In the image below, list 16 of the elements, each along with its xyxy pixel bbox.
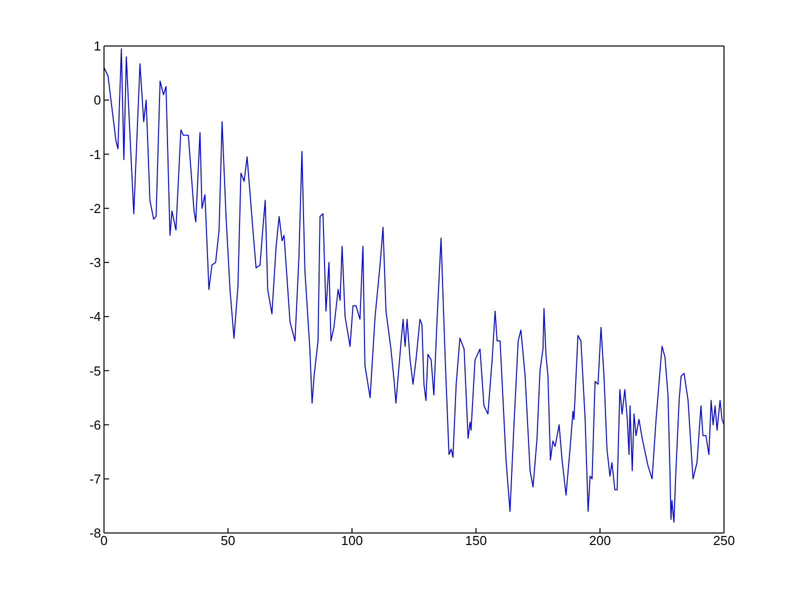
y-tick-label: -1	[89, 146, 101, 162]
x-tick-label: 150	[465, 533, 487, 548]
x-tick-label: 250	[713, 533, 735, 548]
x-tick-label: 50	[220, 533, 236, 548]
y-tick-label: -4	[89, 309, 101, 324]
y-tick-label: -8	[89, 526, 101, 541]
y-tick-label: -3	[89, 255, 101, 270]
y-tick-label: 0	[94, 92, 101, 108]
y-tick-label: -7	[89, 472, 101, 487]
y-tick-label: 1	[94, 38, 101, 54]
line-series	[104, 48, 724, 523]
x-tick-label: 100	[341, 533, 363, 548]
y-tick-label: -2	[89, 200, 101, 216]
x-tick-label: 200	[589, 533, 611, 548]
y-tick-label: -6	[89, 417, 101, 432]
y-tick-label: -5	[89, 363, 101, 378]
